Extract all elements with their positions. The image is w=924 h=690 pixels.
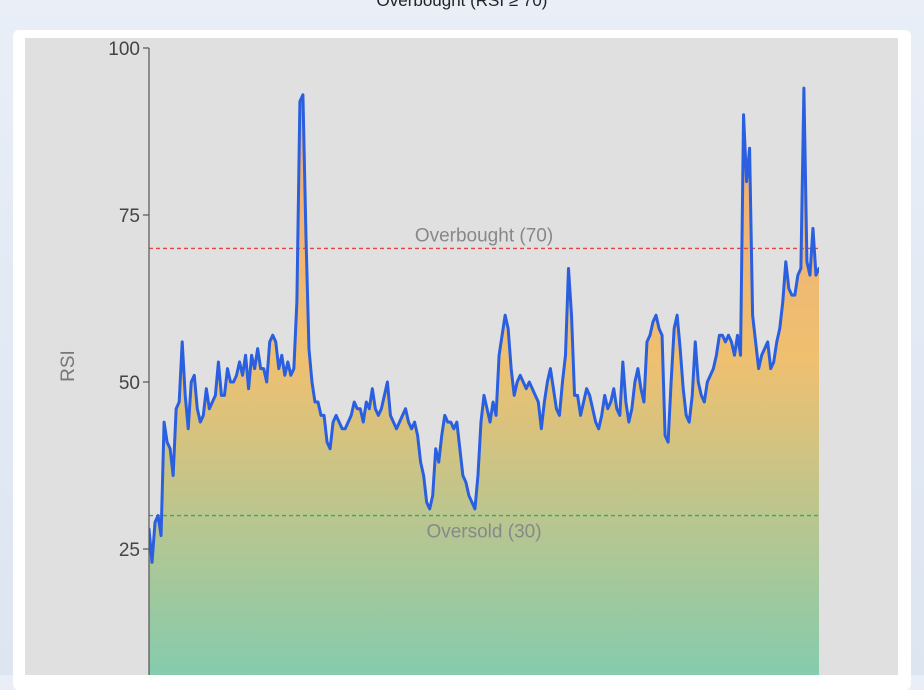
reference-label-oversold: Oversold (30) [426, 522, 541, 543]
y-axis-label: RSI [58, 350, 79, 382]
y-tick-label-50: 50 [119, 373, 140, 394]
rsi-area-fill [149, 88, 819, 675]
y-tick-label-25: 25 [119, 540, 140, 561]
y-tick-label-75: 75 [119, 206, 140, 227]
reference-label-overbought: Overbought (70) [415, 225, 553, 246]
y-tick-label-100: 100 [108, 39, 140, 60]
rsi-line [149, 86, 819, 564]
rsi-chart: Overbought (70) Oversold (30) 25 50 75 100 R… [25, 38, 898, 675]
chart-title: Overbought (RSI ≥ 70) [376, 0, 548, 10]
